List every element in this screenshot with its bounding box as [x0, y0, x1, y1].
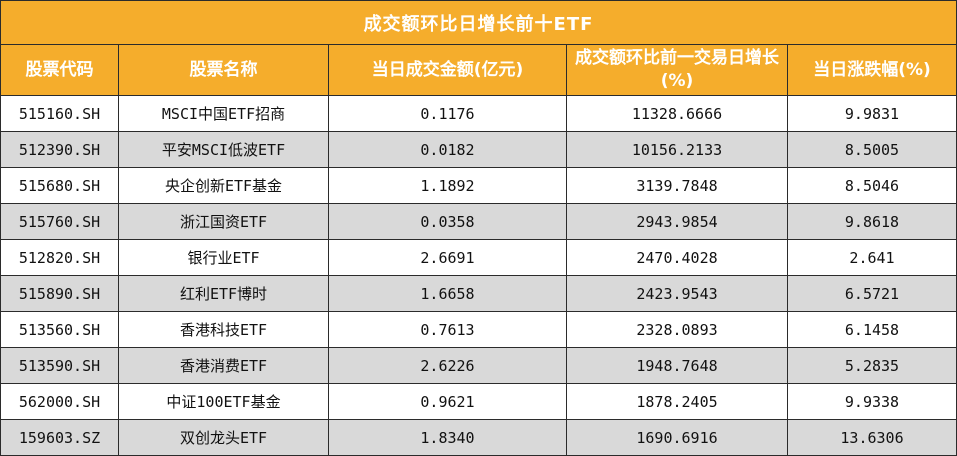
trade-amount-cell: 1.6658 — [328, 275, 567, 312]
growth-rate-cell: 2328.0893 — [566, 311, 788, 348]
growth-rate-cell: 3139.7848 — [566, 167, 788, 204]
stock-code-cell: 515760.SH — [0, 203, 119, 240]
trade-amount-cell: 1.8340 — [328, 419, 567, 456]
stock-code-cell: 513560.SH — [0, 311, 119, 348]
stock-code-cell: 513590.SH — [0, 347, 119, 384]
price-change-cell: 8.5005 — [786, 131, 957, 168]
table-row: 159603.SZ 双创龙头ETF 1.8340 1690.6916 13.6306 — [0, 419, 957, 456]
column-header-change: 当日涨跌幅(%) — [786, 44, 957, 96]
stock-name-cell: MSCI中国ETF招商 — [118, 95, 329, 132]
price-change-cell: 8.5046 — [786, 167, 957, 204]
column-header-growth: 成交额环比前一交易日增长(%) — [566, 44, 788, 96]
table-title: 成交额环比日增长前十ETF — [0, 0, 957, 45]
stock-code-cell: 515160.SH — [0, 95, 119, 132]
trade-amount-cell: 1.1892 — [328, 167, 567, 204]
stock-name-cell: 香港消费ETF — [118, 347, 329, 384]
table-row: 513560.SH 香港科技ETF 0.7613 2328.0893 6.1458 — [0, 311, 957, 348]
price-change-cell: 6.5721 — [786, 275, 957, 312]
stock-code-cell: 515890.SH — [0, 275, 119, 312]
price-change-cell: 9.9338 — [786, 383, 957, 420]
column-header-code: 股票代码 — [0, 44, 119, 96]
growth-rate-cell: 1878.2405 — [566, 383, 788, 420]
stock-name-cell: 中证100ETF基金 — [118, 383, 329, 420]
price-change-cell: 9.9831 — [786, 95, 957, 132]
trade-amount-cell: 0.1176 — [328, 95, 567, 132]
table-row: 512820.SH 银行业ETF 2.6691 2470.4028 2.641 — [0, 239, 957, 276]
column-header-name: 股票名称 — [118, 44, 329, 96]
trade-amount-cell: 0.9621 — [328, 383, 567, 420]
stock-name-cell: 平安MSCI低波ETF — [118, 131, 329, 168]
stock-code-cell: 159603.SZ — [0, 419, 119, 456]
price-change-cell: 5.2835 — [786, 347, 957, 384]
table-row: 515680.SH 央企创新ETF基金 1.1892 3139.7848 8.5046 — [0, 167, 957, 204]
stock-code-cell: 512390.SH — [0, 131, 119, 168]
column-header-amount: 当日成交金额(亿元) — [328, 44, 567, 96]
table-row: 515760.SH 浙江国资ETF 0.0358 2943.9854 9.8618 — [0, 203, 957, 240]
growth-rate-cell: 1948.7648 — [566, 347, 788, 384]
price-change-cell: 2.641 — [786, 239, 957, 276]
column-header-row: 股票代码 股票名称 当日成交金额(亿元) 成交额环比前一交易日增长(%) 当日涨… — [0, 44, 957, 96]
stock-code-cell: 562000.SH — [0, 383, 119, 420]
trade-amount-cell: 0.7613 — [328, 311, 567, 348]
table-title-row: 成交额环比日增长前十ETF — [0, 0, 957, 45]
table-row: 512390.SH 平安MSCI低波ETF 0.0182 10156.2133 8.50… — [0, 131, 957, 168]
table-row: 515890.SH 红利ETF博时 1.6658 2423.9543 6.5721 — [0, 275, 957, 312]
growth-rate-cell: 2423.9543 — [566, 275, 788, 312]
table-row: 562000.SH 中证100ETF基金 0.9621 1878.2405 9.9338 — [0, 383, 957, 420]
table-row: 515160.SH MSCI中国ETF招商 0.1176 11328.6666 9.98… — [0, 95, 957, 132]
trade-amount-cell: 0.0182 — [328, 131, 567, 168]
growth-rate-cell: 10156.2133 — [566, 131, 788, 168]
stock-name-cell: 红利ETF博时 — [118, 275, 329, 312]
trade-amount-cell: 2.6226 — [328, 347, 567, 384]
trade-amount-cell: 2.6691 — [328, 239, 567, 276]
growth-rate-cell: 1690.6916 — [566, 419, 788, 456]
stock-name-cell: 央企创新ETF基金 — [118, 167, 329, 204]
stock-name-cell: 香港科技ETF — [118, 311, 329, 348]
growth-rate-cell: 2470.4028 — [566, 239, 788, 276]
stock-name-cell: 双创龙头ETF — [118, 419, 329, 456]
growth-rate-cell: 2943.9854 — [566, 203, 788, 240]
table-body: 515160.SH MSCI中国ETF招商 0.1176 11328.6666 9.98… — [0, 95, 957, 456]
table-row: 513590.SH 香港消费ETF 2.6226 1948.7648 5.2835 — [0, 347, 957, 384]
growth-rate-cell: 11328.6666 — [566, 95, 788, 132]
price-change-cell: 9.8618 — [786, 203, 957, 240]
price-change-cell: 13.6306 — [786, 419, 957, 456]
stock-name-cell: 浙江国资ETF — [118, 203, 329, 240]
stock-name-cell: 银行业ETF — [118, 239, 329, 276]
trade-amount-cell: 0.0358 — [328, 203, 567, 240]
stock-code-cell: 515680.SH — [0, 167, 119, 204]
stock-code-cell: 512820.SH — [0, 239, 119, 276]
price-change-cell: 6.1458 — [786, 311, 957, 348]
